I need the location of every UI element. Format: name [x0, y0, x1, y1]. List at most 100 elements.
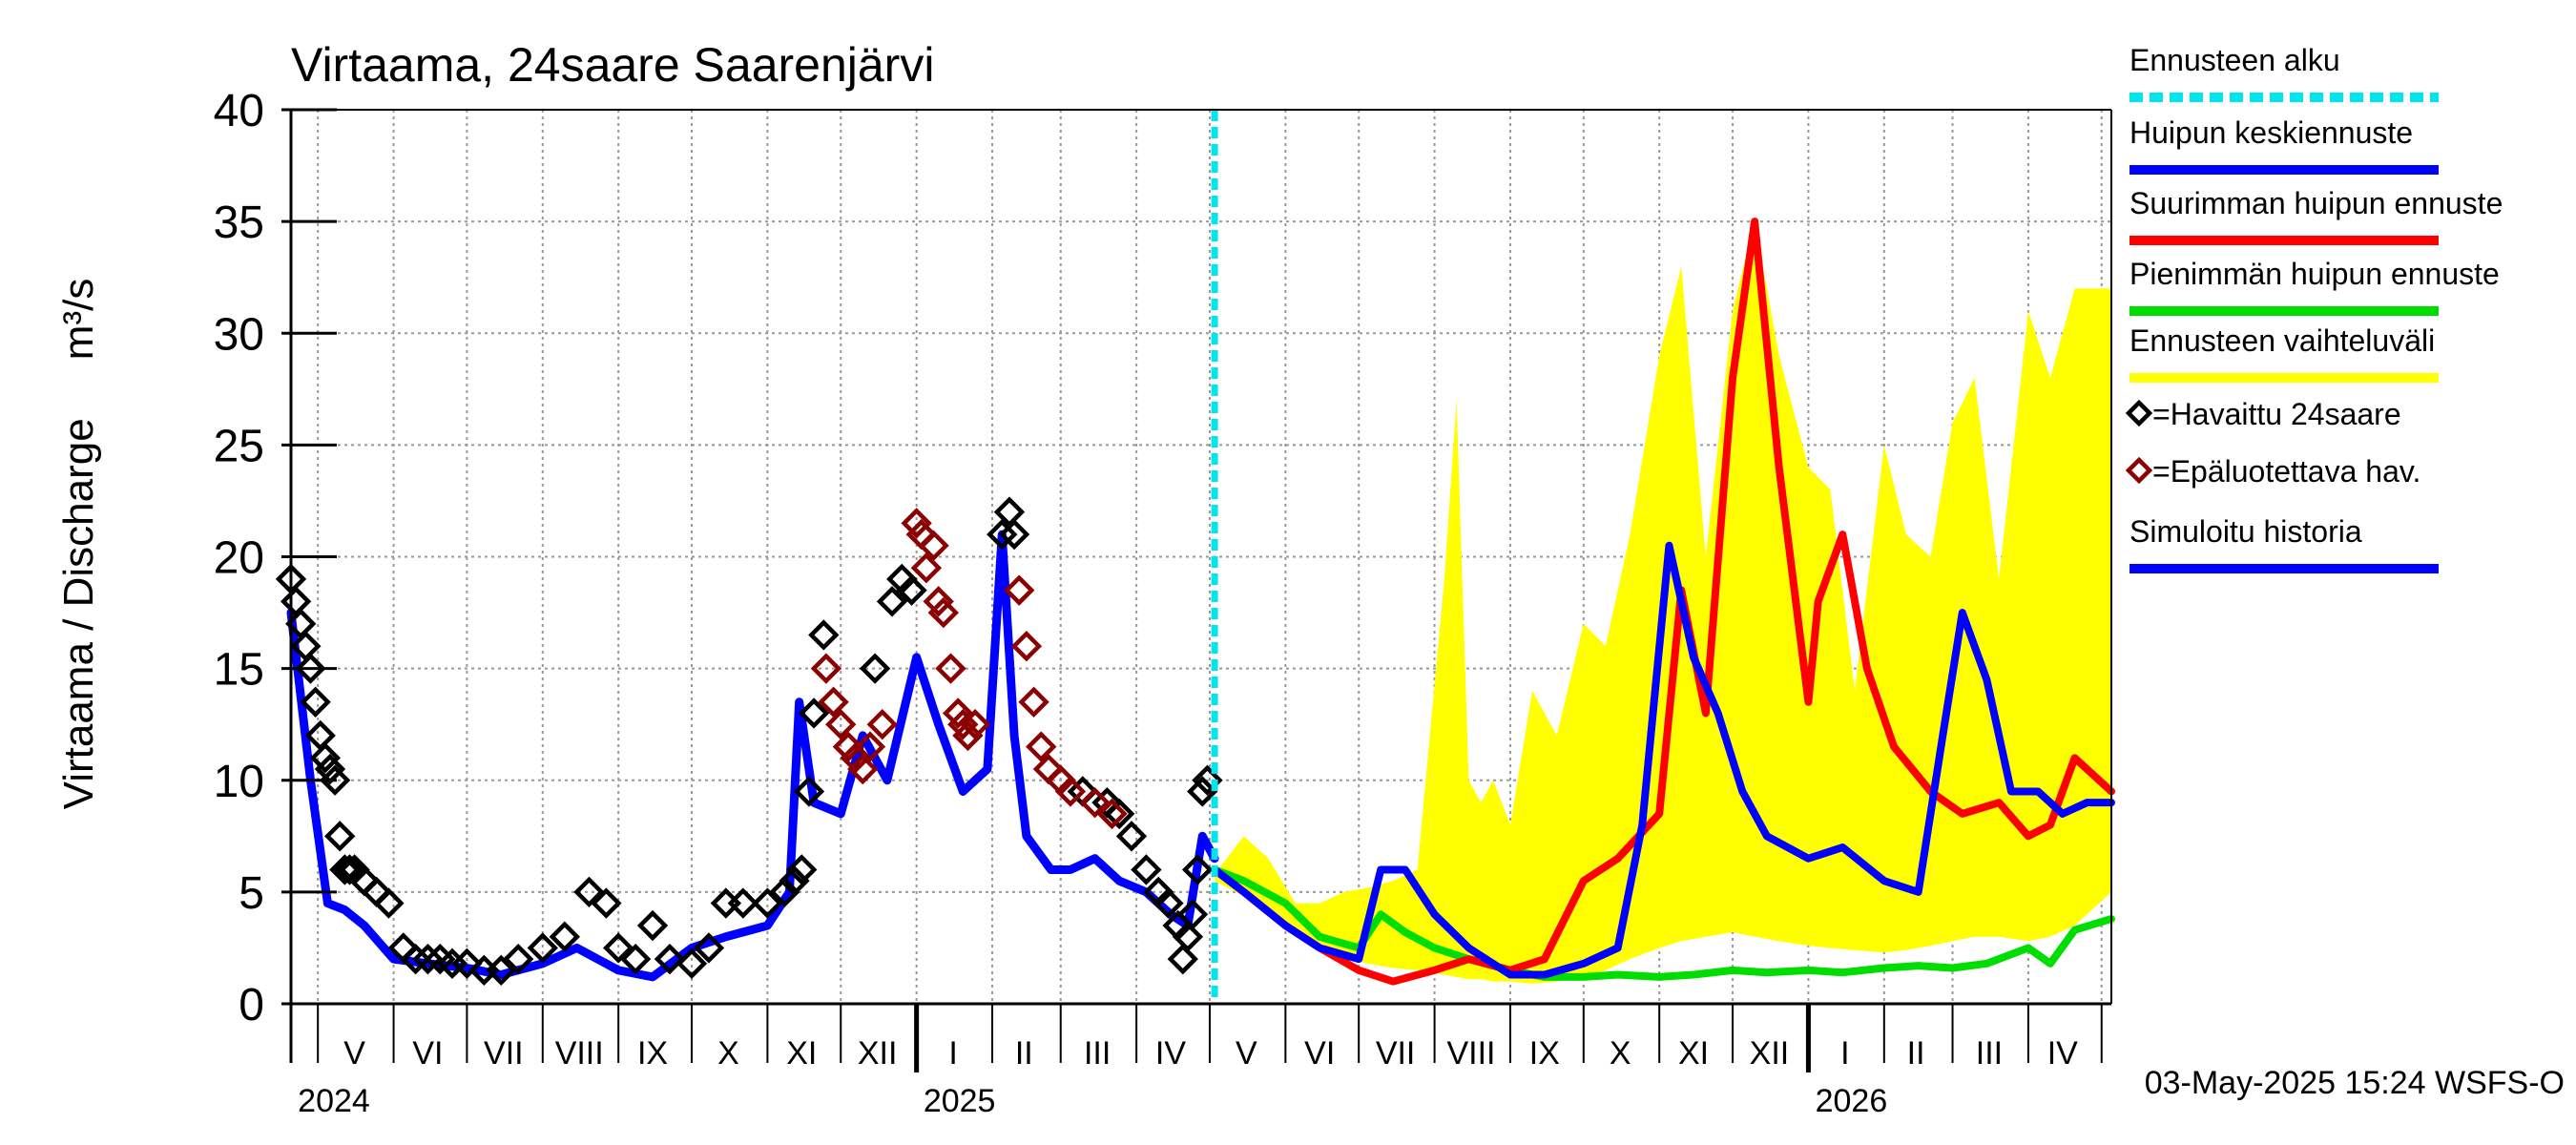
month-label: I: [948, 1035, 957, 1072]
month-label: IX: [637, 1035, 668, 1072]
month-label: XI: [786, 1035, 817, 1072]
unreliable-point: [1096, 798, 1128, 830]
unreliable-point: [1010, 631, 1043, 662]
observed-point: [334, 854, 365, 885]
observed-point: [998, 518, 1030, 551]
unreliable-point: [947, 709, 979, 740]
y-tick-label: 40: [214, 86, 264, 136]
unreliable-point: [923, 586, 954, 617]
month-label: I: [1840, 1035, 1849, 1072]
observed-point: [876, 586, 908, 617]
observed-point: [373, 887, 405, 919]
axes: [281, 108, 2112, 1072]
month-label: VIII: [1446, 1035, 1495, 1072]
observed-point: [502, 943, 534, 975]
unreliable-point: [910, 552, 943, 584]
y-tick-label: 15: [214, 645, 264, 696]
observed-point: [1104, 798, 1135, 830]
observed-point: [793, 776, 825, 807]
max-peak-forecast-line: [1211, 218, 2115, 986]
unreliable-point: [854, 731, 886, 762]
y-tick-label: 35: [214, 198, 264, 248]
chart-title: Virtaama, 24saare Saarenjärvi: [291, 38, 934, 92]
month-label: VI: [1304, 1035, 1335, 1072]
observed-point: [549, 921, 581, 952]
observed-point: [300, 686, 331, 718]
unreliable-point: [1004, 574, 1035, 606]
unreliable-point: [832, 731, 864, 762]
observed-point: [675, 947, 708, 980]
month-label: VIII: [555, 1035, 604, 1072]
observed-point: [1192, 764, 1223, 796]
observed-point: [654, 943, 686, 975]
x-tick-labels: V VI VII VIII IX X XI XII I II III IV V VI VII VIII IX X X…: [298, 1035, 2078, 1119]
month-label: X: [1610, 1035, 1631, 1072]
observed-point: [412, 943, 444, 975]
observed-point: [727, 887, 758, 919]
year-label: 2024: [298, 1083, 370, 1119]
unreliable-point: [1018, 686, 1049, 718]
legend-label: Huipun keskiennuste: [2129, 115, 2413, 150]
legend-label: Pienimmän huipun ennuste: [2129, 257, 2500, 291]
month-label: XII: [858, 1035, 898, 1072]
unreliable-point: [942, 697, 974, 729]
observed-point: [619, 943, 652, 975]
observed-point: [309, 742, 342, 774]
observed-point: [486, 954, 517, 987]
observed-point: [319, 764, 351, 796]
unreliable-point: [1079, 786, 1111, 819]
year-label: 2026: [1816, 1083, 1888, 1119]
legend-label: Ennusteen vaihteluväli: [2129, 323, 2435, 358]
legend-label: Ennusteen alku: [2129, 43, 2340, 77]
y-tick-label: 0: [239, 980, 264, 1030]
unreliable-point: [927, 596, 959, 629]
month-label: II: [1015, 1035, 1033, 1072]
mean-peak-forecast-line: [1211, 541, 2115, 979]
observed-point: [1172, 921, 1204, 952]
observed-point: [693, 932, 725, 964]
month-label: VII: [1376, 1035, 1416, 1072]
observed-point: [573, 876, 605, 908]
month-label: V: [1236, 1035, 1257, 1072]
observed-point: [752, 887, 783, 919]
observed-point: [1131, 854, 1162, 885]
y-tick-label: 20: [214, 533, 264, 584]
observed-point: [859, 653, 891, 684]
observed-point: [329, 854, 361, 885]
unreliable-point: [866, 709, 898, 740]
unreliable-point: [810, 653, 842, 684]
month-label: IV: [2047, 1035, 2078, 1072]
y-tick-label: 25: [214, 421, 264, 471]
observation-markers: [275, 496, 1223, 987]
observed-point: [400, 943, 431, 975]
observed-point: [769, 876, 800, 908]
unreliable-point: [1054, 776, 1087, 807]
observed-point: [591, 887, 622, 919]
y-tick-label: 10: [214, 757, 264, 807]
month-label: III: [1976, 1035, 2003, 1072]
legend-label: =Epäluotettava hav.: [2152, 454, 2420, 489]
legend-marker: [2125, 399, 2153, 427]
y-axis-label: Virtaama / Discharge m³/s: [55, 279, 102, 810]
observed-point: [987, 518, 1018, 551]
month-label: V: [343, 1035, 365, 1072]
month-label: III: [1084, 1035, 1111, 1072]
unreliable-point: [901, 508, 932, 539]
observed-point: [1176, 899, 1209, 930]
unreliable-point: [959, 709, 991, 740]
observed-point: [324, 821, 356, 852]
timestamp-footer: 03-May-2025 15:24 WSFS-O: [2145, 1065, 2565, 1101]
month-label: XII: [1750, 1035, 1790, 1072]
month-label: IV: [1155, 1035, 1186, 1072]
unreliable-point: [825, 709, 857, 740]
month-label: IX: [1529, 1035, 1560, 1072]
unreliable-point: [935, 653, 966, 684]
y-tick-labels: 0 5 10 15 20 25 30 35 40: [214, 86, 264, 1030]
observed-point: [527, 932, 558, 964]
observed-point: [808, 619, 840, 651]
unreliable-point: [918, 530, 949, 561]
unreliable-point: [818, 686, 849, 718]
unreliable-point: [952, 719, 984, 752]
unreliable-point: [1026, 731, 1057, 762]
